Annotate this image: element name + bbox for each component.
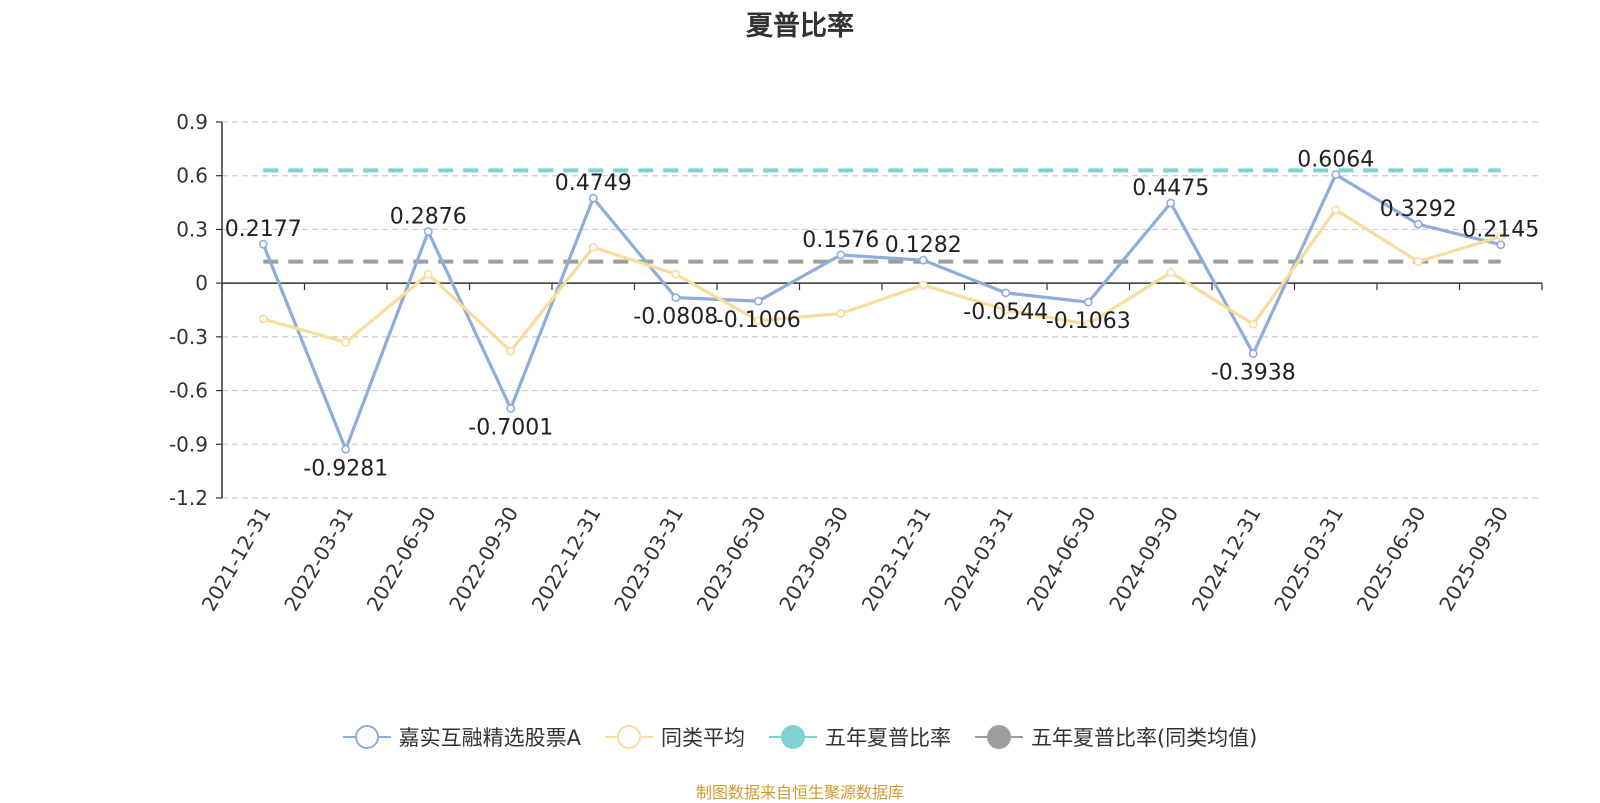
- x-tick-label: 2025-09-30: [1434, 503, 1513, 616]
- data-label: 0.4475: [1132, 176, 1209, 201]
- data-point: [1496, 240, 1506, 250]
- series-line-1: [262, 208, 1502, 353]
- data-point: [1413, 219, 1423, 229]
- legend-swatch-icon: [604, 725, 653, 749]
- x-tick-label: 2023-06-30: [692, 503, 771, 616]
- x-tick-label: 2025-06-30: [1352, 503, 1431, 616]
- x-tick-label: 2022-12-31: [527, 503, 606, 616]
- legend-swatch-icon: [342, 725, 391, 749]
- data-point: [1496, 232, 1506, 241]
- y-tick-label: 0.9: [176, 110, 208, 134]
- series-lines: [258, 170, 1506, 454]
- data-point: [1331, 205, 1341, 215]
- x-tick-label: 2024-03-31: [939, 503, 1018, 616]
- data-point: [836, 250, 846, 260]
- data-label: 0.1576: [802, 228, 879, 253]
- data-point: [1413, 257, 1423, 267]
- data-point: [1331, 170, 1341, 179]
- data-label: 0.3292: [1380, 197, 1457, 222]
- x-tick-label: 2025-03-31: [1269, 503, 1348, 616]
- x-tick-label: 2023-09-30: [774, 503, 853, 616]
- data-point: [918, 255, 928, 265]
- data-label: -0.0808: [633, 305, 718, 330]
- data-point: [753, 316, 763, 326]
- data-point: [1166, 198, 1176, 208]
- legend-swatch-icon: [768, 725, 817, 749]
- source-note: 制图数据来自恒生聚源数据库: [695, 783, 904, 802]
- y-tick-label: -0.3: [169, 325, 208, 349]
- data-label: -0.3938: [1211, 361, 1296, 386]
- data-point: [1083, 297, 1093, 307]
- legend-label: 嘉实互融精选股票A: [398, 726, 581, 750]
- data-point: [258, 239, 268, 249]
- legend-item[interactable]: 五年夏普比率(同类均值): [974, 722, 1258, 752]
- y-tick-label: 0.3: [176, 217, 208, 241]
- data-point: [506, 404, 516, 413]
- x-tick-label: 2022-06-30: [362, 503, 441, 616]
- legend-item[interactable]: 五年夏普比率: [768, 722, 951, 752]
- data-point: [918, 280, 928, 290]
- chart-title: 夏普比率: [746, 11, 854, 42]
- x-tick-label: 2024-06-30: [1022, 503, 1101, 616]
- x-tick-label: 2022-09-30: [444, 503, 523, 616]
- y-tick-label: -1.2: [169, 486, 208, 510]
- data-point: [1248, 319, 1258, 329]
- legend-label: 五年夏普比率: [824, 726, 951, 750]
- data-point: [506, 346, 516, 356]
- data-point: [588, 193, 598, 203]
- data-label: -0.0544: [963, 300, 1048, 325]
- data-point: [836, 309, 846, 318]
- data-label: 0.2145: [1462, 218, 1539, 243]
- data-point: [671, 293, 681, 303]
- y-tick-label: -0.9: [169, 432, 208, 456]
- x-tick-label: 2022-03-31: [279, 503, 358, 616]
- data-point: [341, 444, 351, 454]
- data-point: [1001, 288, 1011, 298]
- x-tick-label: 2024-12-31: [1187, 503, 1266, 616]
- y-tick-label: 0.6: [176, 164, 208, 188]
- data-label: -0.1006: [716, 308, 801, 333]
- x-tick-label: 2023-03-31: [609, 503, 688, 616]
- data-point: [588, 242, 598, 252]
- series-line-0: [261, 172, 1502, 451]
- data-label: 0.2876: [390, 205, 467, 230]
- legend: 嘉实互融精选股票A 同类平均 五年夏普比率 五年夏普比率(同类均值): [0, 722, 1600, 752]
- data-label: 0.4749: [555, 171, 632, 196]
- x-tick-label: 2021-12-31: [197, 503, 276, 616]
- data-label: -0.9281: [303, 456, 388, 481]
- data-point: [753, 296, 763, 306]
- data-label: 0.2177: [225, 217, 302, 242]
- y-tick-label: 0: [195, 271, 208, 295]
- data-label: 0.1282: [885, 233, 962, 258]
- data-point: [1083, 319, 1093, 329]
- data-label: -0.1063: [1046, 309, 1131, 334]
- data-point: [423, 269, 433, 279]
- data-labels: 0.2177-0.92810.2876-0.70010.4749-0.0808-…: [225, 148, 1539, 482]
- y-tick-label: -0.6: [169, 379, 208, 403]
- data-point: [1001, 305, 1011, 315]
- data-point: [1166, 267, 1176, 277]
- x-tick-label: 2024-09-30: [1104, 503, 1183, 616]
- legend-label: 同类平均: [660, 726, 745, 750]
- legend-swatch-icon: [974, 725, 1023, 749]
- data-point: [423, 227, 433, 237]
- legend-item[interactable]: 嘉实互融精选股票A: [342, 722, 581, 752]
- data-label: -0.7001: [468, 415, 553, 440]
- legend-label: 五年夏普比率(同类均值): [1030, 726, 1258, 750]
- data-point: [671, 269, 681, 279]
- data-point: [341, 337, 351, 347]
- data-point: [1248, 349, 1258, 359]
- data-point: [258, 314, 268, 324]
- x-tick-label: 2023-12-31: [857, 503, 936, 616]
- data-label: 0.6064: [1297, 148, 1374, 173]
- legend-item[interactable]: 同类平均: [604, 722, 745, 752]
